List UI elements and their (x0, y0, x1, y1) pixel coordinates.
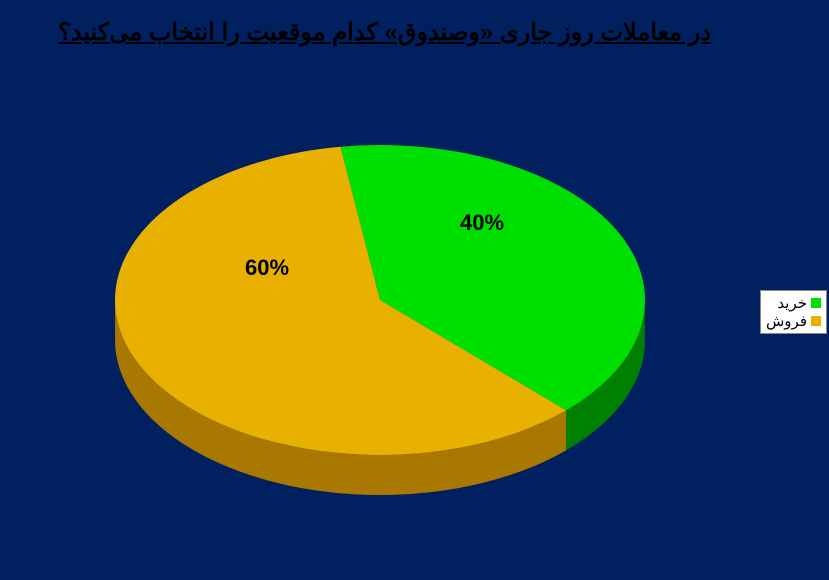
legend-item-0: خرید (766, 294, 821, 312)
legend-swatch-0 (811, 298, 821, 308)
pie-svg (60, 90, 700, 530)
legend: خرید فروش (760, 290, 827, 334)
legend-text-0: خرید (777, 294, 807, 312)
pie-chart: 40% 60% (60, 90, 700, 530)
slice-label-1: 60% (245, 255, 289, 281)
legend-swatch-1 (811, 316, 821, 326)
slice-label-0: 40% (460, 210, 504, 236)
legend-item-1: فروش (766, 312, 821, 330)
chart-title: در معاملات روز جاری «وصندوق» کدام موقعیت… (0, 18, 769, 47)
legend-text-1: فروش (766, 312, 807, 330)
